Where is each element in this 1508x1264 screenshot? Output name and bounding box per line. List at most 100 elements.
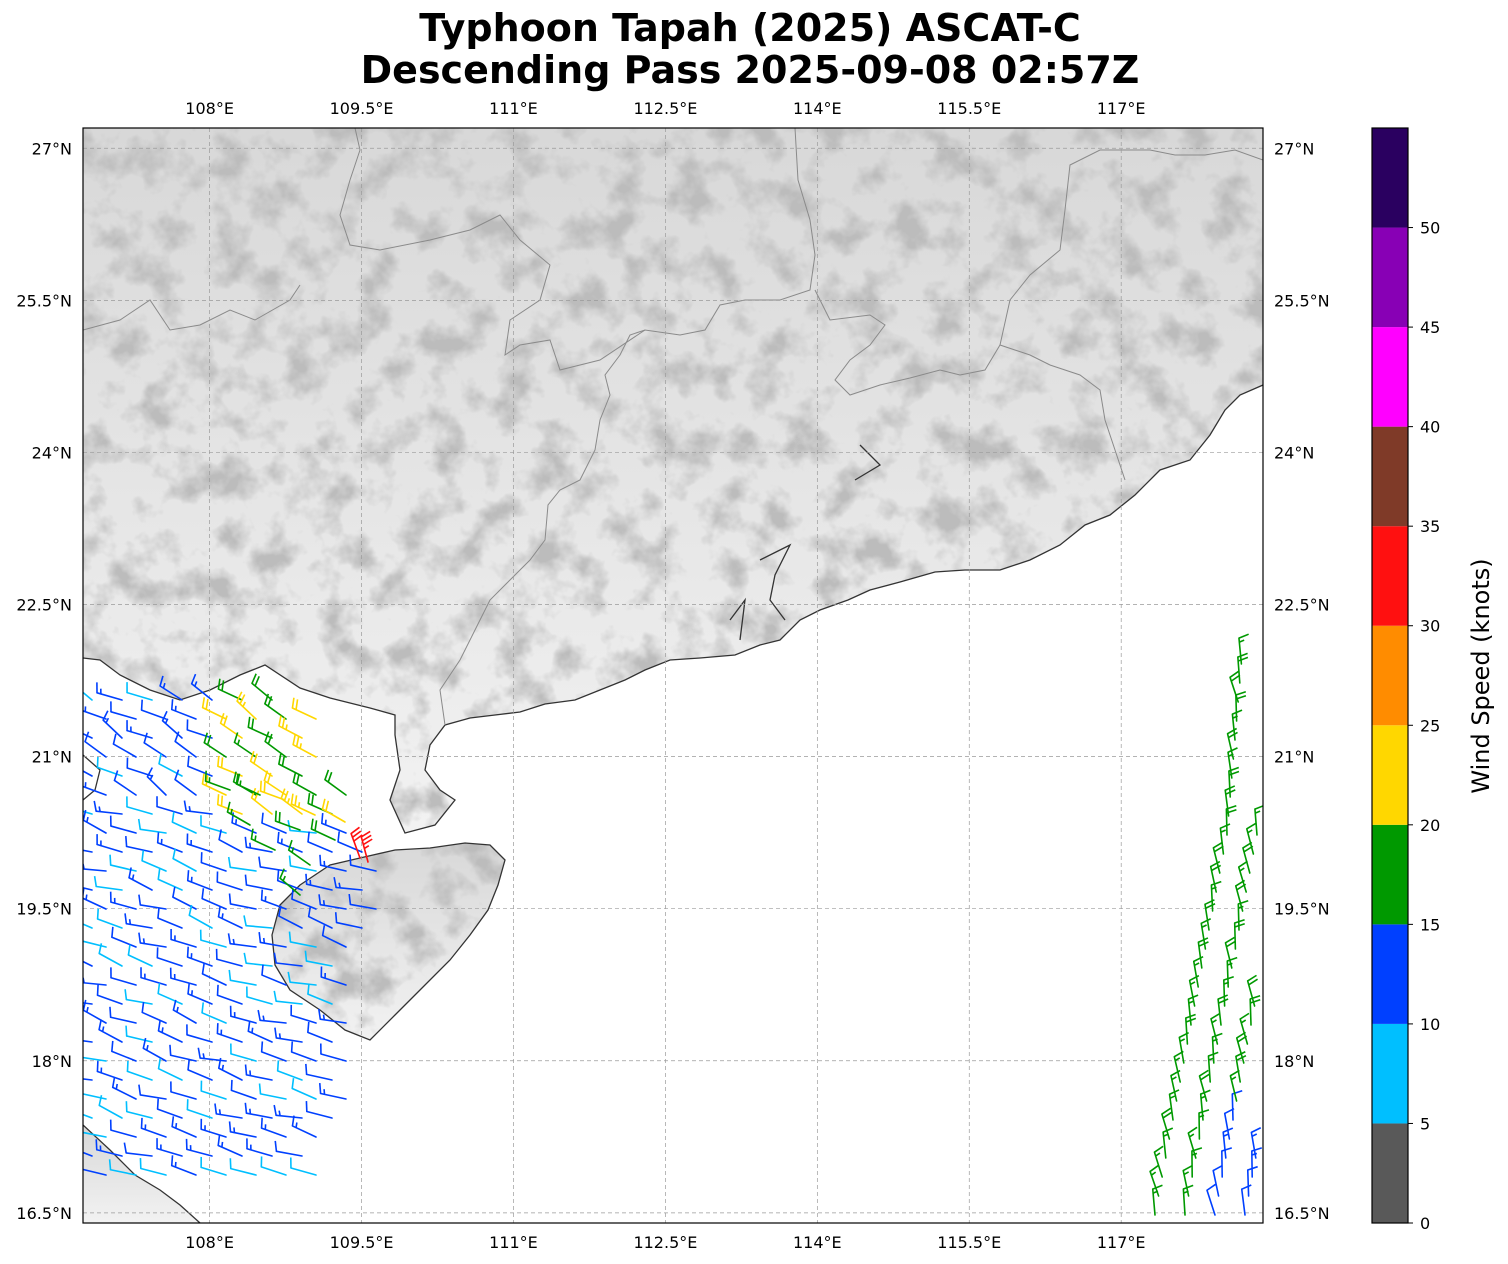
wind-barb — [227, 856, 257, 872]
wind-barb — [170, 929, 197, 948]
wind-barb — [170, 699, 197, 720]
latitude-ticks-left: 27°N 25.5°N 24°N 22.5°N 21°N 19.5°N 18°N 16.5°N — [16, 139, 72, 1223]
colorbar-tick-label: 10 — [1420, 1015, 1440, 1034]
wind-barb — [334, 912, 363, 929]
wind-barb — [98, 1095, 123, 1119]
wind-barb — [230, 1079, 257, 1100]
wind-barb — [140, 699, 167, 720]
colorbar-tick-label: 30 — [1420, 617, 1440, 636]
wind-barb — [1217, 994, 1229, 1026]
wind-barb — [307, 983, 333, 1005]
wind-barb — [83, 1078, 93, 1081]
lat-tick-label-left: 16.5°N — [16, 1204, 72, 1223]
wind-barb — [83, 732, 93, 739]
wind-barb — [260, 1156, 287, 1176]
wind-barb — [291, 1115, 317, 1138]
wind-barb — [214, 1103, 243, 1119]
wind-barb — [251, 673, 273, 701]
wind-barb — [1192, 956, 1204, 988]
colorbar-bin — [1372, 227, 1408, 328]
coastline-mainland — [83, 384, 1263, 834]
wind-barb — [317, 1008, 347, 1024]
wind-barb — [138, 932, 167, 948]
wind-barb — [261, 812, 287, 834]
wind-barb — [274, 1027, 303, 1043]
wind-barb — [172, 848, 197, 872]
wind-barb — [274, 1140, 303, 1157]
colorbar-tick-label: 15 — [1420, 915, 1440, 934]
wind-barb — [174, 769, 197, 796]
wind-barb — [201, 1002, 227, 1024]
wind-barb — [98, 1019, 123, 1043]
wind-barb — [186, 1024, 213, 1043]
wind-barb — [157, 868, 183, 891]
wind-barb — [230, 1043, 257, 1062]
wind-barb — [83, 691, 93, 701]
wind-barb — [1209, 860, 1222, 893]
wind-barb — [142, 1037, 167, 1062]
wind-barb — [273, 1104, 303, 1119]
lat-tick-label-right: 25.5°N — [1274, 291, 1330, 310]
lat-tick-label-right: 18°N — [1274, 1052, 1314, 1071]
wind-barb — [83, 809, 107, 834]
wind-barb — [186, 719, 213, 739]
wind-barb — [156, 796, 183, 815]
wind-barb — [310, 818, 336, 841]
wind-barb — [229, 1005, 257, 1024]
wind-barb — [111, 1076, 137, 1100]
wind-barb — [169, 967, 197, 986]
wind-barb — [203, 732, 227, 758]
wind-barb — [1233, 918, 1245, 950]
wind-barb — [95, 1139, 123, 1157]
colorbar-bin — [1372, 426, 1408, 527]
wind-barb — [110, 967, 137, 986]
wind-barb — [307, 831, 333, 853]
wind-barb — [228, 893, 257, 910]
wind-barb — [170, 1081, 197, 1100]
lat-tick-label-right: 22.5°N — [1274, 596, 1330, 615]
wind-barb — [110, 701, 137, 720]
wind-barb — [264, 693, 287, 720]
wind-barb — [93, 800, 123, 815]
wind-barb — [278, 715, 303, 739]
wind-barb — [83, 810, 93, 815]
wind-barb — [200, 1118, 227, 1138]
wind-barb — [171, 811, 197, 834]
colorbar-label: Wind Speed (knots) — [1467, 558, 1495, 793]
wind-barb — [260, 1117, 287, 1138]
lon-tick-label-top: 112.5°E — [633, 99, 697, 118]
lat-tick-label-left: 25.5°N — [16, 291, 72, 310]
wind-barb — [83, 1002, 93, 1005]
wind-barb — [1187, 1126, 1198, 1159]
wind-barb — [186, 1099, 213, 1119]
wind-barb — [141, 850, 167, 872]
wind-barb — [169, 1044, 197, 1062]
wind-barb — [259, 780, 286, 801]
colorbar-tick-label: 20 — [1420, 816, 1440, 835]
wind-barb — [307, 906, 333, 929]
colorbar-tick-label: 0 — [1420, 1214, 1430, 1233]
lat-tick-label-right: 21°N — [1274, 748, 1314, 767]
lon-tick-label-top: 115.5°E — [937, 99, 1001, 118]
wind-barb — [138, 894, 167, 910]
wind-barb — [291, 697, 317, 720]
wind-barb — [201, 963, 227, 986]
map-title-line2: Descending Pass 2025-09-08 02:57Z — [361, 48, 1140, 92]
lat-tick-label-left: 24°N — [32, 443, 72, 462]
wind-barb — [218, 829, 243, 853]
wind-barb — [226, 801, 251, 826]
wind-barb — [140, 1117, 167, 1138]
wind-barb — [216, 871, 243, 891]
wind-barb — [200, 815, 227, 834]
wind-barb — [187, 755, 213, 777]
wind-barb — [292, 734, 317, 758]
wind-barb — [83, 960, 93, 967]
longitude-ticks-top: 108°E 109.5°E 111°E 112.5°E 114°E 115.5°E 117°… — [185, 99, 1145, 118]
wind-barb — [276, 870, 303, 891]
wind-barb — [1246, 974, 1258, 1007]
wind-barb — [287, 971, 317, 986]
wind-barb — [235, 773, 261, 796]
wind-barb — [109, 891, 137, 910]
wind-barb — [83, 1131, 107, 1138]
wind-barb — [138, 1084, 167, 1100]
